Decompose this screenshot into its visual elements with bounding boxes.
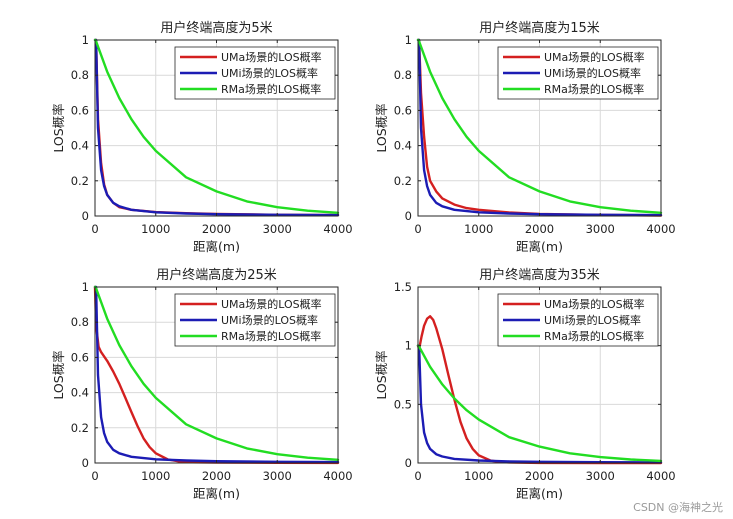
x-tick-label: 2000 (202, 222, 231, 236)
x-tick-label: 3000 (263, 469, 292, 483)
y-tick-label: 0 (82, 209, 89, 223)
y-tick-label: 1 (405, 33, 412, 47)
x-tick-label: 1000 (141, 469, 170, 483)
legend-label: UMa场景的LOS概率 (221, 50, 322, 64)
y-tick-label: 0.6 (71, 103, 89, 117)
y-tick-label: 0.2 (394, 174, 412, 188)
legend-label: UMi场景的LOS概率 (544, 66, 641, 80)
x-tick-label: 2000 (525, 469, 554, 483)
x-tick-label: 3000 (263, 222, 292, 236)
y-tick-label: 0 (405, 209, 412, 223)
y-tick-label: 0.8 (71, 315, 89, 329)
chart-title: 用户终端高度为5米 (160, 20, 272, 36)
legend-label: RMa场景的LOS概率 (221, 329, 321, 343)
chart-title: 用户终端高度为25米 (156, 267, 277, 283)
legend-label: UMa场景的LOS概率 (221, 297, 322, 311)
x-tick-label: 0 (414, 222, 421, 236)
x-tick-label: 0 (91, 222, 98, 236)
y-axis-label: LOS概率 (374, 350, 389, 399)
x-tick-label: 2000 (202, 469, 231, 483)
y-tick-label: 0.2 (71, 174, 89, 188)
y-tick-label: 1.5 (394, 280, 412, 294)
series-line-1 (93, 285, 340, 465)
x-tick-label: 4000 (646, 469, 675, 483)
y-tick-label: 0.2 (71, 421, 89, 435)
chart-title: 用户终端高度为35米 (479, 267, 600, 283)
x-axis-label: 距离(m) (516, 239, 563, 254)
y-axis-label: LOS概率 (374, 103, 389, 152)
x-tick-label: 2000 (525, 222, 554, 236)
legend-label: UMi场景的LOS概率 (544, 313, 641, 327)
legend-label: UMa场景的LOS概率 (544, 297, 645, 311)
y-tick-label: 0 (405, 456, 412, 470)
series-line-2 (93, 38, 340, 217)
series-line-3 (93, 285, 340, 461)
y-tick-label: 0.6 (394, 103, 412, 117)
y-axis-label: LOS概率 (51, 350, 66, 399)
series-line-2 (416, 344, 663, 464)
x-axis-label: 距离(m) (193, 239, 240, 254)
legend-label: UMa场景的LOS概率 (544, 50, 645, 64)
y-tick-label: 0.4 (71, 386, 89, 400)
legend-label: RMa场景的LOS概率 (221, 82, 321, 96)
x-tick-label: 4000 (646, 222, 675, 236)
x-tick-label: 1000 (464, 222, 493, 236)
legend-label: RMa场景的LOS概率 (544, 329, 644, 343)
watermark: CSDN @海神之光 (633, 501, 723, 514)
x-tick-label: 3000 (586, 469, 615, 483)
x-axis-label: 距离(m) (193, 486, 240, 501)
x-tick-label: 0 (91, 469, 98, 483)
y-tick-label: 1 (82, 280, 89, 294)
series-line-3 (93, 38, 340, 215)
legend-label: UMi场景的LOS概率 (221, 66, 318, 80)
x-axis-label: 距离(m) (516, 486, 563, 501)
series-line-3 (416, 344, 663, 463)
x-tick-label: 0 (414, 469, 421, 483)
y-tick-label: 0 (82, 456, 89, 470)
legend-label: RMa场景的LOS概率 (544, 82, 644, 96)
legend-label: UMi场景的LOS概率 (221, 313, 318, 327)
y-axis-label: LOS概率 (51, 103, 66, 152)
x-tick-label: 4000 (323, 222, 352, 236)
y-tick-label: 1 (82, 33, 89, 47)
x-tick-label: 3000 (586, 222, 615, 236)
legend-box (497, 46, 659, 100)
y-tick-label: 0.6 (71, 350, 89, 364)
series-line-3 (416, 38, 663, 215)
x-tick-label: 1000 (464, 469, 493, 483)
y-tick-label: 0.4 (71, 139, 89, 153)
y-tick-label: 0.8 (394, 68, 412, 82)
y-tick-label: 0.4 (394, 139, 412, 153)
y-tick-label: 1 (405, 339, 412, 353)
chart-title: 用户终端高度为15米 (479, 20, 600, 36)
y-tick-label: 0.5 (394, 397, 412, 411)
x-tick-label: 1000 (141, 222, 170, 236)
series-line-2 (416, 38, 663, 217)
x-tick-label: 4000 (323, 469, 352, 483)
y-tick-label: 0.8 (71, 68, 89, 82)
series-line-2 (93, 285, 340, 464)
